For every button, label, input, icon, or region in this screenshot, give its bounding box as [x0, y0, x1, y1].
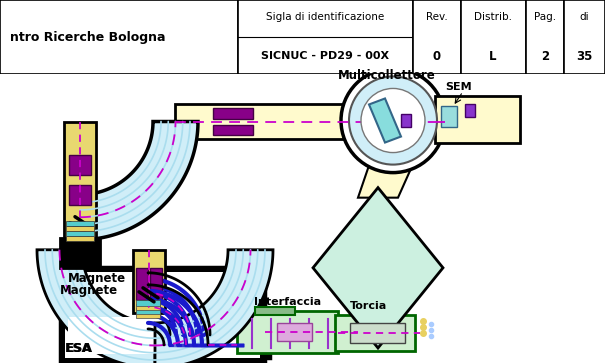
Text: SICNUC - PD29 - 00X: SICNUC - PD29 - 00X	[261, 51, 389, 61]
Text: 35: 35	[576, 50, 592, 63]
Text: Magnete: Magnete	[60, 284, 118, 297]
Text: 2: 2	[541, 50, 549, 63]
Text: ESA: ESA	[66, 342, 93, 355]
Text: Multicollettore: Multicollettore	[338, 69, 436, 82]
Polygon shape	[313, 188, 443, 348]
Bar	[63, 313, 270, 358]
Bar	[175, 105, 435, 139]
Bar	[350, 323, 405, 343]
Text: Sigla di identificazione: Sigla di identificazione	[266, 12, 384, 22]
Bar	[133, 250, 165, 313]
Text: ESA: ESA	[65, 342, 92, 355]
Bar	[136, 268, 148, 300]
Text: Distrib.: Distrib.	[474, 12, 512, 22]
Bar	[277, 323, 312, 341]
Circle shape	[341, 68, 445, 173]
Bar	[413, 0, 461, 74]
Bar	[69, 185, 91, 205]
Text: 0: 0	[433, 50, 441, 63]
Bar	[213, 125, 253, 135]
Bar	[335, 315, 415, 351]
Bar	[461, 0, 526, 74]
Bar	[564, 0, 605, 74]
Bar	[441, 106, 457, 127]
Bar	[526, 0, 564, 74]
Circle shape	[349, 77, 437, 164]
Polygon shape	[155, 250, 273, 363]
Bar	[213, 109, 253, 118]
Bar	[435, 97, 520, 143]
Bar	[65, 272, 260, 358]
Bar	[136, 308, 160, 314]
Polygon shape	[369, 98, 401, 143]
Text: Rev.: Rev.	[426, 12, 448, 22]
Bar	[136, 312, 160, 318]
Text: ntro Ricerche Bologna: ntro Ricerche Bologna	[10, 31, 166, 44]
Bar	[401, 114, 411, 127]
Bar	[66, 231, 94, 236]
Text: SEM: SEM	[445, 82, 472, 93]
Bar	[238, 0, 413, 74]
Text: di: di	[579, 12, 589, 22]
Polygon shape	[37, 250, 155, 363]
Bar	[150, 268, 162, 300]
Bar	[237, 311, 338, 353]
Circle shape	[361, 89, 425, 152]
Bar	[136, 304, 160, 310]
Bar	[69, 155, 91, 175]
Text: Interfaccia: Interfaccia	[254, 297, 321, 307]
Text: Magnete: Magnete	[68, 272, 126, 285]
Text: Torcia: Torcia	[350, 301, 387, 311]
Bar	[66, 236, 94, 241]
Polygon shape	[358, 160, 415, 198]
Bar	[136, 300, 160, 306]
Text: L: L	[489, 50, 497, 63]
Bar	[66, 221, 94, 226]
Bar	[0, 0, 238, 74]
Text: Pag.: Pag.	[534, 12, 556, 22]
Bar	[255, 307, 295, 315]
Bar	[465, 105, 475, 117]
Bar	[64, 122, 96, 240]
Bar	[60, 267, 265, 363]
Bar	[66, 226, 94, 231]
Bar	[60, 238, 100, 268]
Bar	[68, 317, 265, 354]
Polygon shape	[80, 122, 198, 240]
